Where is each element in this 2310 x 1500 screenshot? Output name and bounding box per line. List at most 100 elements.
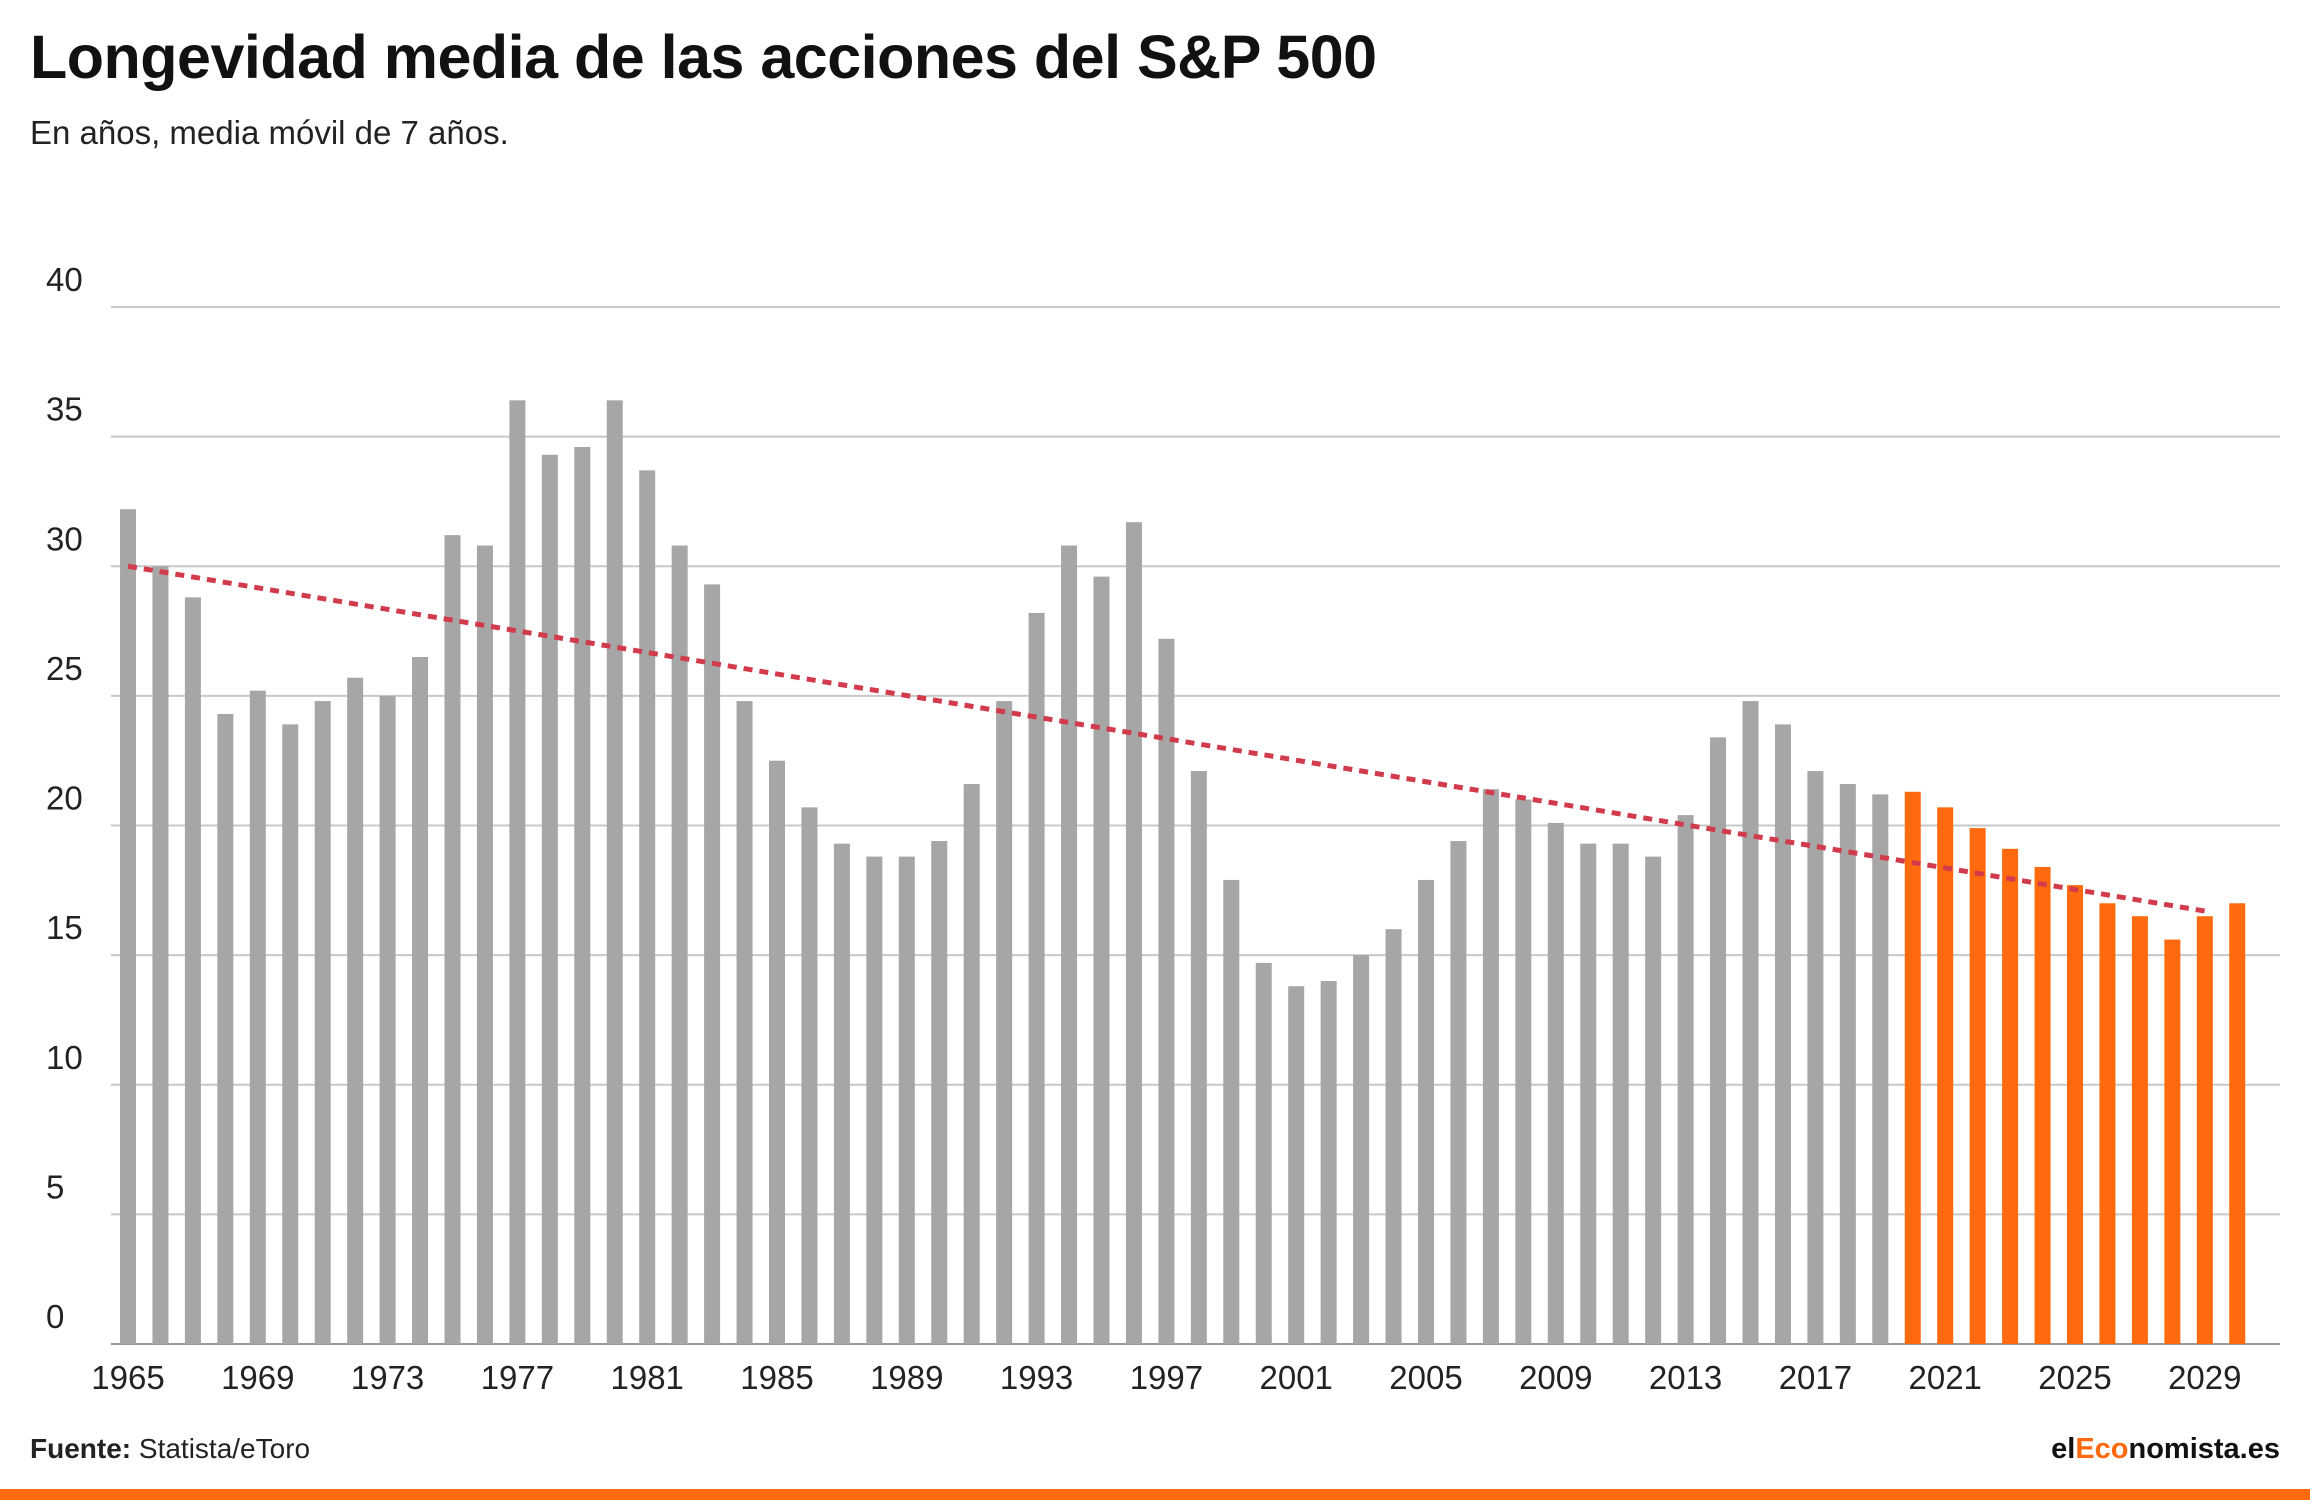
x-tick-label: 2021 bbox=[1908, 1359, 1981, 1396]
x-tick-label: 1993 bbox=[1000, 1359, 1073, 1396]
x-tick-label: 2005 bbox=[1389, 1359, 1462, 1396]
bar bbox=[444, 535, 461, 1344]
bar bbox=[1547, 822, 1564, 1344]
bar bbox=[1645, 856, 1662, 1344]
y-axis-labels: 0 5 10 15 20 25 30 35 40 bbox=[46, 261, 83, 1335]
bar bbox=[1125, 522, 1142, 1344]
bar bbox=[217, 714, 234, 1344]
bar bbox=[1190, 771, 1207, 1344]
bar bbox=[2099, 903, 2116, 1344]
bar bbox=[152, 566, 169, 1344]
chart-title: Longevidad media de las acciones del S&P… bbox=[30, 23, 1377, 91]
bar bbox=[833, 843, 850, 1344]
bottom-accent-bar bbox=[0, 1489, 2310, 1500]
y-tick-label: 40 bbox=[46, 261, 83, 298]
bar bbox=[1872, 794, 1889, 1344]
bar bbox=[509, 400, 526, 1345]
x-tick-label: 2029 bbox=[2168, 1359, 2241, 1396]
bar bbox=[931, 841, 948, 1344]
bar bbox=[1353, 955, 1370, 1344]
source-label: Fuente: bbox=[30, 1433, 132, 1464]
brand-accent: Eco bbox=[2075, 1433, 2129, 1465]
x-tick-label: 1973 bbox=[351, 1359, 424, 1396]
bar bbox=[574, 446, 591, 1344]
bar bbox=[1061, 545, 1078, 1344]
bar bbox=[476, 545, 493, 1344]
bar bbox=[412, 656, 429, 1344]
bar bbox=[1158, 638, 1175, 1344]
y-tick-label: 10 bbox=[46, 1039, 83, 1076]
y-tick-label: 35 bbox=[46, 391, 83, 428]
x-tick-label: 1977 bbox=[481, 1359, 554, 1396]
source-note: Fuente: Statista/eToro bbox=[30, 1433, 310, 1465]
bar bbox=[769, 760, 785, 1344]
x-tick-label: 1965 bbox=[91, 1359, 164, 1396]
bar bbox=[2131, 916, 2148, 1344]
brand-suffix: nomista.es bbox=[2128, 1433, 2281, 1465]
bar bbox=[184, 597, 201, 1344]
y-tick-label: 30 bbox=[46, 520, 83, 557]
x-tick-label: 2013 bbox=[1649, 1359, 1722, 1396]
bar bbox=[639, 470, 656, 1344]
x-tick-label: 1989 bbox=[870, 1359, 943, 1396]
x-tick-label: 2025 bbox=[2038, 1359, 2111, 1396]
bar bbox=[282, 724, 299, 1344]
bar bbox=[541, 454, 558, 1345]
bar bbox=[1677, 815, 1694, 1344]
y-tick-label: 25 bbox=[46, 650, 83, 687]
bar bbox=[1223, 879, 1240, 1344]
bar bbox=[1515, 799, 1532, 1344]
x-tick-label: 1997 bbox=[1130, 1359, 1203, 1396]
x-tick-label: 1985 bbox=[740, 1359, 813, 1396]
bar bbox=[736, 701, 753, 1344]
y-tick-label: 0 bbox=[46, 1298, 64, 1335]
bar bbox=[996, 701, 1013, 1344]
x-axis-labels: 1965 1969 1973 1977 1981 1985 1989 1993 1997 2001… bbox=[91, 1359, 2241, 1396]
bar bbox=[1482, 789, 1499, 1344]
bar bbox=[1904, 791, 1921, 1344]
bar bbox=[249, 690, 266, 1344]
bar bbox=[704, 584, 721, 1344]
bar bbox=[2034, 866, 2051, 1344]
bar bbox=[314, 701, 331, 1344]
source-text: Statista/eToro bbox=[138, 1433, 311, 1464]
bar bbox=[866, 856, 883, 1344]
bar bbox=[1320, 981, 1337, 1344]
bar bbox=[347, 677, 364, 1344]
bar bbox=[1839, 784, 1856, 1344]
bar bbox=[898, 856, 915, 1344]
bar bbox=[1774, 724, 1791, 1344]
bar bbox=[1807, 771, 1824, 1344]
y-tick-label: 20 bbox=[46, 780, 83, 817]
brand-logo: elEconomista.es bbox=[2051, 1433, 2280, 1466]
bar bbox=[1450, 841, 1467, 1344]
bar bbox=[379, 695, 396, 1344]
bar bbox=[1028, 612, 1045, 1344]
bar bbox=[2067, 885, 2083, 1344]
y-tick-label: 15 bbox=[46, 909, 83, 946]
y-tick-label: 5 bbox=[46, 1168, 64, 1205]
x-tick-label: 1981 bbox=[610, 1359, 683, 1396]
bar bbox=[1580, 843, 1597, 1344]
bar bbox=[671, 545, 688, 1344]
bar bbox=[120, 509, 136, 1345]
bar bbox=[963, 784, 980, 1344]
bar bbox=[1969, 828, 1986, 1344]
bar bbox=[1710, 737, 1727, 1344]
bar bbox=[606, 400, 623, 1345]
x-tick-label: 2001 bbox=[1259, 1359, 1332, 1396]
x-tick-label: 1969 bbox=[221, 1359, 294, 1396]
x-tick-label: 2017 bbox=[1779, 1359, 1852, 1396]
bar bbox=[1288, 986, 1305, 1344]
bar bbox=[1612, 843, 1629, 1344]
bar bbox=[801, 807, 818, 1344]
bar bbox=[2229, 903, 2246, 1344]
bar bbox=[1937, 807, 1954, 1344]
bars bbox=[120, 400, 2246, 1345]
bar bbox=[1418, 879, 1434, 1344]
bar bbox=[2196, 916, 2213, 1344]
bar bbox=[1255, 962, 1272, 1344]
bar bbox=[1385, 929, 1402, 1344]
bar bbox=[1742, 701, 1759, 1344]
